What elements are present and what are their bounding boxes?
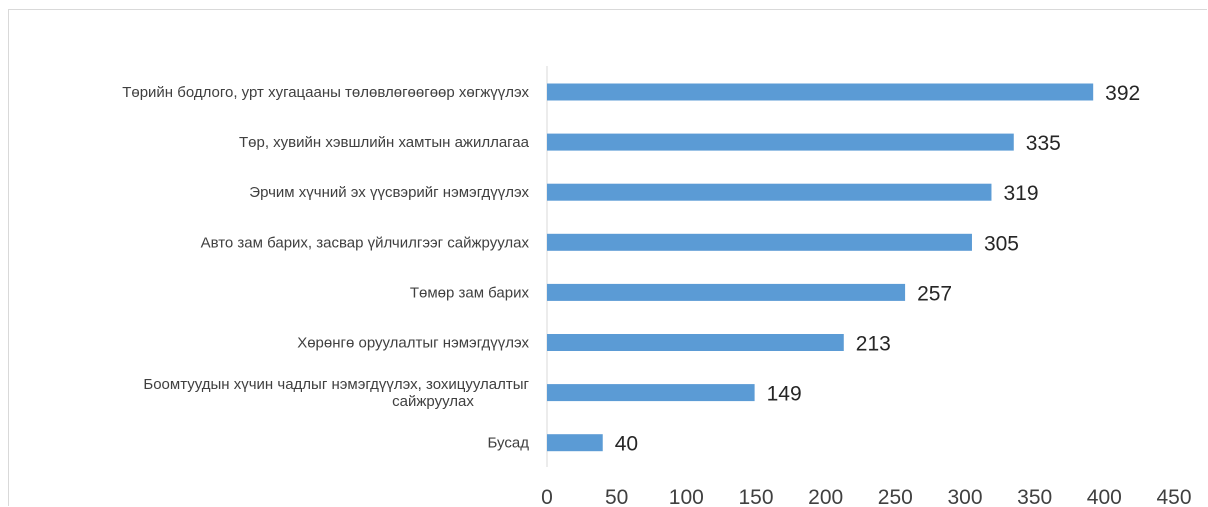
- bar: [547, 183, 992, 201]
- x-tick-label: 250: [878, 486, 913, 507]
- chart-frame: [8, 9, 1207, 506]
- data-label: 305: [984, 232, 1019, 255]
- x-tick-label: 200: [808, 486, 843, 507]
- x-tick-label: 0: [541, 486, 553, 507]
- category-label: Төмөр зам барих: [410, 284, 530, 301]
- x-tick-label: 400: [1087, 486, 1122, 507]
- x-tick-label: 100: [669, 486, 704, 507]
- x-tick-label: 450: [1156, 486, 1191, 507]
- category-label: Боомтуудын хүчин чадлыг нэмэгдүүлэх, зох…: [143, 376, 529, 410]
- bar: [547, 233, 972, 251]
- bar: [547, 434, 603, 452]
- category-label: Төрийн бодлого, урт хугацааны төлөвлөгөө…: [122, 84, 529, 101]
- bar: [547, 83, 1094, 101]
- data-label: 149: [767, 383, 802, 406]
- data-label: 40: [615, 433, 638, 456]
- data-label: 335: [1026, 132, 1061, 155]
- data-label: 257: [917, 282, 952, 305]
- category-label: Хөрөнгө оруулалтыг нэмэгдүүлэх: [297, 335, 529, 352]
- data-label: 319: [1003, 182, 1038, 205]
- x-tick-label: 350: [1017, 486, 1052, 507]
- category-label: Авто зам барих, засвар үйлчилгээг сайжру…: [201, 234, 530, 251]
- data-label: 392: [1105, 82, 1140, 105]
- x-tick-label: 50: [605, 486, 628, 507]
- x-tick-label: 150: [738, 486, 773, 507]
- category-label: Бусад: [488, 435, 530, 452]
- bar: [547, 133, 1014, 151]
- bar: [547, 283, 906, 301]
- category-label: Эрчим хүчний эх үүсвэрийг нэмэгдүүлэх: [249, 184, 529, 201]
- x-tick-label: 300: [947, 486, 982, 507]
- data-label: 213: [856, 333, 891, 356]
- category-label: Төр, хувийн хэвшлийн хамтын ажиллагаа: [239, 134, 530, 151]
- bar: [547, 334, 844, 351]
- bar: [547, 384, 755, 402]
